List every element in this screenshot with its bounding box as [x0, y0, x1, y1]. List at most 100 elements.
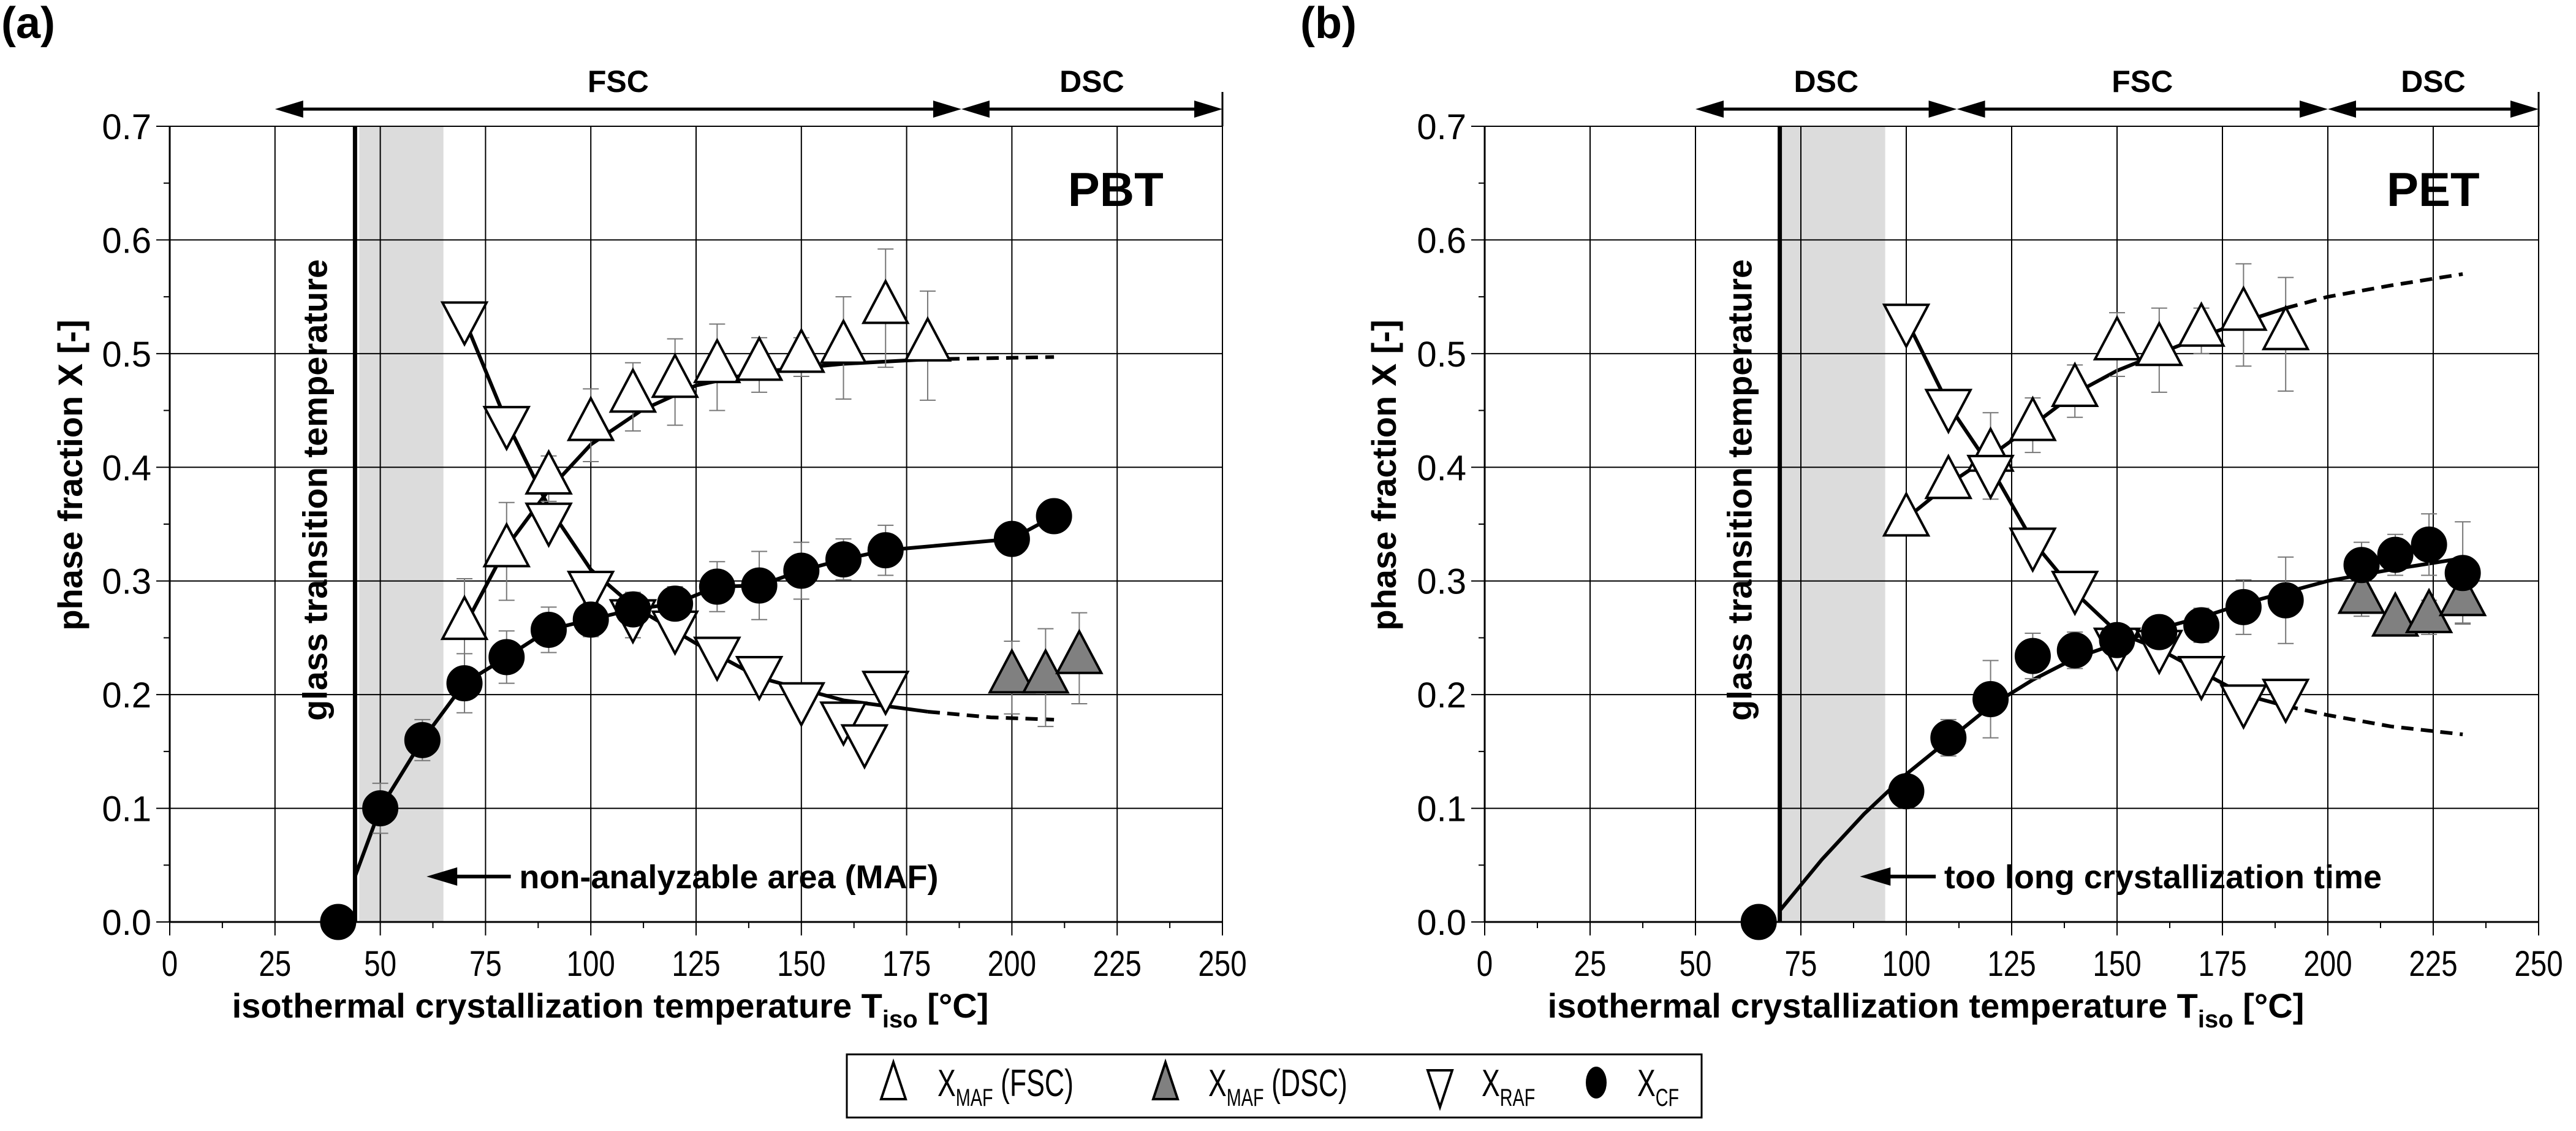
arrow-left-icon	[426, 867, 458, 886]
fit-line	[1904, 318, 2286, 708]
legend: XMAF (FSC) XMAF (DSC) XRAF XCF	[846, 1053, 1703, 1119]
data-point-cf	[825, 541, 862, 577]
data-point-cf	[362, 790, 399, 827]
data-point-maf-fsc	[482, 522, 531, 568]
data-point-raf	[861, 671, 910, 717]
data-point-cf	[2056, 632, 2093, 669]
data-point-maf-fsc	[777, 327, 826, 373]
data-point-maf-dsc	[988, 648, 1036, 694]
x-axis-label-sub: iso	[2198, 1006, 2233, 1033]
panel-pbt: 0 25 50 75 100 125 150 175 200 225 250 0.0 0.1 0.2 0.3…	[1, 0, 1247, 1033]
arrowhead-right-icon	[2510, 101, 2539, 118]
legend-label-sub: RAF	[1500, 1084, 1536, 1111]
legend-label-main: X	[938, 1062, 956, 1105]
data-point-cf	[2411, 526, 2447, 563]
x-tick-label: 150	[777, 945, 825, 984]
panel-label: (b)	[1300, 0, 1357, 48]
x-axis-label-main: isothermal crystallization temperature T	[1548, 986, 2198, 1025]
data-point-raf	[2219, 684, 2268, 730]
y-tick-label: 0.6	[102, 221, 151, 261]
fit-line	[2285, 272, 2463, 310]
legend-label-suffix: (FSC)	[993, 1062, 1074, 1105]
data-point-maf-fsc	[2219, 285, 2268, 331]
data-point-raf	[2261, 679, 2310, 725]
data-point-cf	[446, 665, 483, 702]
x-axis-label-unit: [°C]	[2233, 986, 2305, 1025]
data-point-raf	[482, 406, 531, 452]
data-point-maf-dsc	[2438, 570, 2487, 617]
annotation-label: non-analyzable area (MAF)	[519, 859, 938, 896]
glass-transition-label: glass transition temperature	[1721, 259, 1759, 721]
data-point-maf-dsc	[2337, 568, 2386, 614]
data-point-raf	[735, 656, 784, 702]
y-tick-label: 0.6	[1417, 221, 1466, 261]
data-point-maf-fsc	[566, 395, 615, 441]
fit-line	[2285, 704, 2463, 737]
data-point-cf	[2141, 614, 2178, 650]
data-point-cf	[1972, 681, 2009, 718]
material-label: PET	[2387, 162, 2480, 216]
data-point-raf	[2009, 527, 2057, 573]
data-point-maf-fsc	[2135, 321, 2184, 367]
data-point-maf-fsc	[2050, 361, 2099, 408]
data-point-raf	[840, 724, 889, 770]
data-point-cf	[2267, 582, 2304, 619]
data-point-cf	[1888, 773, 1925, 810]
arrowhead-right-icon	[933, 101, 961, 118]
y-tick-label: 0.3	[1417, 562, 1466, 602]
data-point-maf-fsc	[608, 367, 657, 413]
y-tick-label: 0.4	[1417, 448, 1466, 488]
data-point-raf	[440, 301, 489, 347]
data-point-cf	[741, 567, 778, 604]
x-tick-label: 225	[2409, 945, 2457, 984]
x-axis-label-unit: [°C]	[918, 986, 989, 1025]
legend-label: XCF	[1637, 1062, 1679, 1111]
data-point-cf	[1930, 720, 1967, 756]
data-point-raf	[566, 570, 615, 617]
method-range-label: DSC	[2401, 64, 2466, 99]
x-tick-label: 0	[1477, 945, 1493, 984]
data-point-maf-fsc	[2009, 395, 2057, 441]
y-tick-label: 0.2	[102, 676, 151, 715]
data-point-cf	[2444, 555, 2481, 592]
fit-line	[353, 514, 1055, 877]
x-tick-label: 25	[259, 945, 291, 984]
legend-label-main: X	[1482, 1062, 1500, 1105]
data-point-maf-fsc	[2261, 305, 2310, 351]
x-axis-label: isothermal crystallization temperature T…	[1548, 986, 2305, 1033]
arrowhead-left-icon	[961, 101, 990, 118]
x-tick-label: 175	[882, 945, 931, 984]
y-tick-label: 0.3	[102, 562, 151, 602]
arrowhead-right-icon	[1194, 101, 1222, 118]
data-point-raf	[2050, 570, 2099, 617]
legend-label: XRAF	[1482, 1062, 1535, 1111]
data-point-maf-fsc	[1882, 491, 1931, 537]
data-point-raf	[819, 701, 868, 747]
data-point-cf	[488, 639, 525, 676]
data-point-cf	[2099, 622, 2135, 658]
x-tick-label: 50	[364, 945, 396, 984]
data-point-cf	[572, 601, 609, 638]
x-tick-label: 75	[1785, 945, 1817, 984]
method-range-label: FSC	[588, 64, 649, 99]
data-point-cf	[2377, 536, 2414, 573]
y-tick-label: 0.2	[1417, 676, 1466, 715]
legend-box	[846, 1053, 1703, 1119]
x-tick-label: 175	[2198, 945, 2246, 984]
arrowhead-left-icon	[275, 101, 303, 118]
legend-label-main: X	[1208, 1062, 1227, 1105]
x-tick-label: 0	[162, 945, 178, 984]
y-tick-label: 0.1	[102, 790, 151, 829]
data-point-cf	[2225, 588, 2262, 625]
data-point-maf-fsc	[861, 278, 910, 324]
method-range-label: FSC	[2112, 64, 2173, 99]
legend-label: XMAF (FSC)	[938, 1062, 1074, 1111]
x-tick-label: 225	[1093, 945, 1142, 984]
data-point-cf	[867, 532, 904, 569]
arrowhead-left-icon	[2328, 101, 2356, 118]
data-point-maf-dsc	[2404, 587, 2453, 634]
x-tick-label: 250	[1198, 945, 1246, 984]
data-point-cf	[993, 520, 1030, 557]
x-tick-label: 25	[1574, 945, 1607, 984]
x-axis-label-sub: iso	[882, 1006, 918, 1033]
